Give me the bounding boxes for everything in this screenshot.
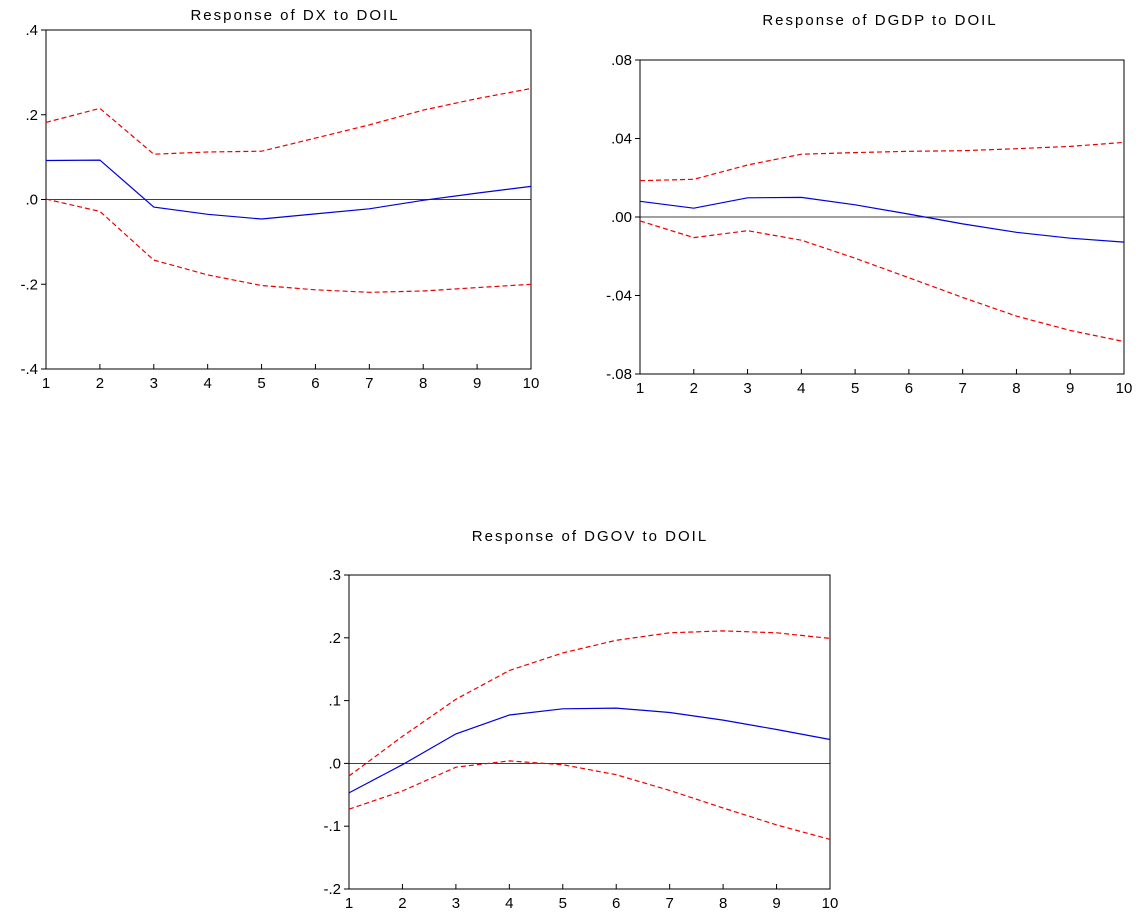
x-tick-label: 4 — [203, 375, 211, 392]
x-tick-label: 4 — [505, 895, 513, 912]
confidence-band-lower — [45, 198, 532, 293]
x-tick-label: 2 — [96, 375, 104, 392]
x-tick-label: 1 — [345, 895, 353, 912]
x-tick-label: 5 — [257, 375, 265, 392]
y-tick-label: .0 — [328, 755, 341, 772]
x-tick-label: 10 — [822, 895, 839, 912]
x-tick-label: 6 — [311, 375, 319, 392]
x-tick-label: 6 — [612, 895, 620, 912]
confidence-band-upper — [45, 87, 532, 155]
x-tick-label: 1 — [636, 380, 644, 397]
y-tick-label: .08 — [611, 52, 632, 69]
x-tick-label: 3 — [452, 895, 460, 912]
x-tick-label: 5 — [851, 380, 859, 397]
confidence-band-upper — [639, 141, 1125, 182]
response-line — [348, 707, 831, 794]
response-line — [45, 159, 532, 220]
x-tick-label: 9 — [473, 375, 481, 392]
x-tick-label: 10 — [523, 375, 540, 392]
y-tick-label: .2 — [328, 630, 341, 647]
chart-panel-2: Response of DGDP to DOIL -.08 -.04 .00 .04 .0… — [606, 12, 1132, 397]
y-tick-label: .04 — [611, 131, 632, 148]
plot-frame — [348, 574, 831, 890]
x-tick-label: 2 — [690, 380, 698, 397]
y-tick-label: -.04 — [606, 288, 632, 305]
x-tick-label: 4 — [797, 380, 805, 397]
confidence-band-lower — [639, 220, 1125, 343]
response-line — [639, 196, 1125, 243]
y-tick-label: -.2 — [20, 276, 38, 293]
x-tick-label: 5 — [559, 895, 567, 912]
y-tick-label: -.08 — [606, 366, 632, 383]
x-tick-label: 10 — [1116, 380, 1133, 397]
y-tick-label: .2 — [25, 107, 38, 124]
x-tick-label: 8 — [1012, 380, 1020, 397]
confidence-band-lower — [348, 760, 831, 840]
x-tick-label: 7 — [365, 375, 373, 392]
chart-title: Response of DGDP to DOIL — [762, 12, 997, 29]
x-tick-label: 8 — [719, 895, 727, 912]
x-tick-label: 7 — [958, 380, 966, 397]
y-tick-label: .1 — [328, 693, 341, 710]
x-tick-label: 9 — [1066, 380, 1074, 397]
x-tick-label: 8 — [419, 375, 427, 392]
y-tick-label: .0 — [25, 192, 38, 209]
x-tick-label: 7 — [665, 895, 673, 912]
y-tick-label: -.2 — [323, 881, 341, 898]
chart-panel-3: Response of DGOV to DOIL -.2 -.1 .0 .1 .2 .3 1 2… — [323, 528, 838, 912]
y-tick-label: -.4 — [20, 361, 38, 378]
chart-title: Response of DGOV to DOIL — [472, 528, 708, 545]
confidence-band-upper — [348, 630, 831, 777]
y-tick-label: .4 — [25, 22, 38, 39]
chart-panel-1: Response of DX to DOIL -.4 -.2 .0 .2 .4 1 2 3 4 5 6… — [20, 7, 539, 392]
y-tick-label: -.1 — [323, 818, 341, 835]
y-tick-label: .00 — [611, 209, 632, 226]
y-tick-label: .3 — [328, 567, 341, 584]
x-tick-label: 2 — [398, 895, 406, 912]
x-tick-label: 3 — [743, 380, 751, 397]
x-tick-label: 3 — [150, 375, 158, 392]
x-tick-label: 6 — [905, 380, 913, 397]
x-tick-label: 1 — [42, 375, 50, 392]
chart-title: Response of DX to DOIL — [190, 7, 399, 24]
x-tick-label: 9 — [772, 895, 780, 912]
